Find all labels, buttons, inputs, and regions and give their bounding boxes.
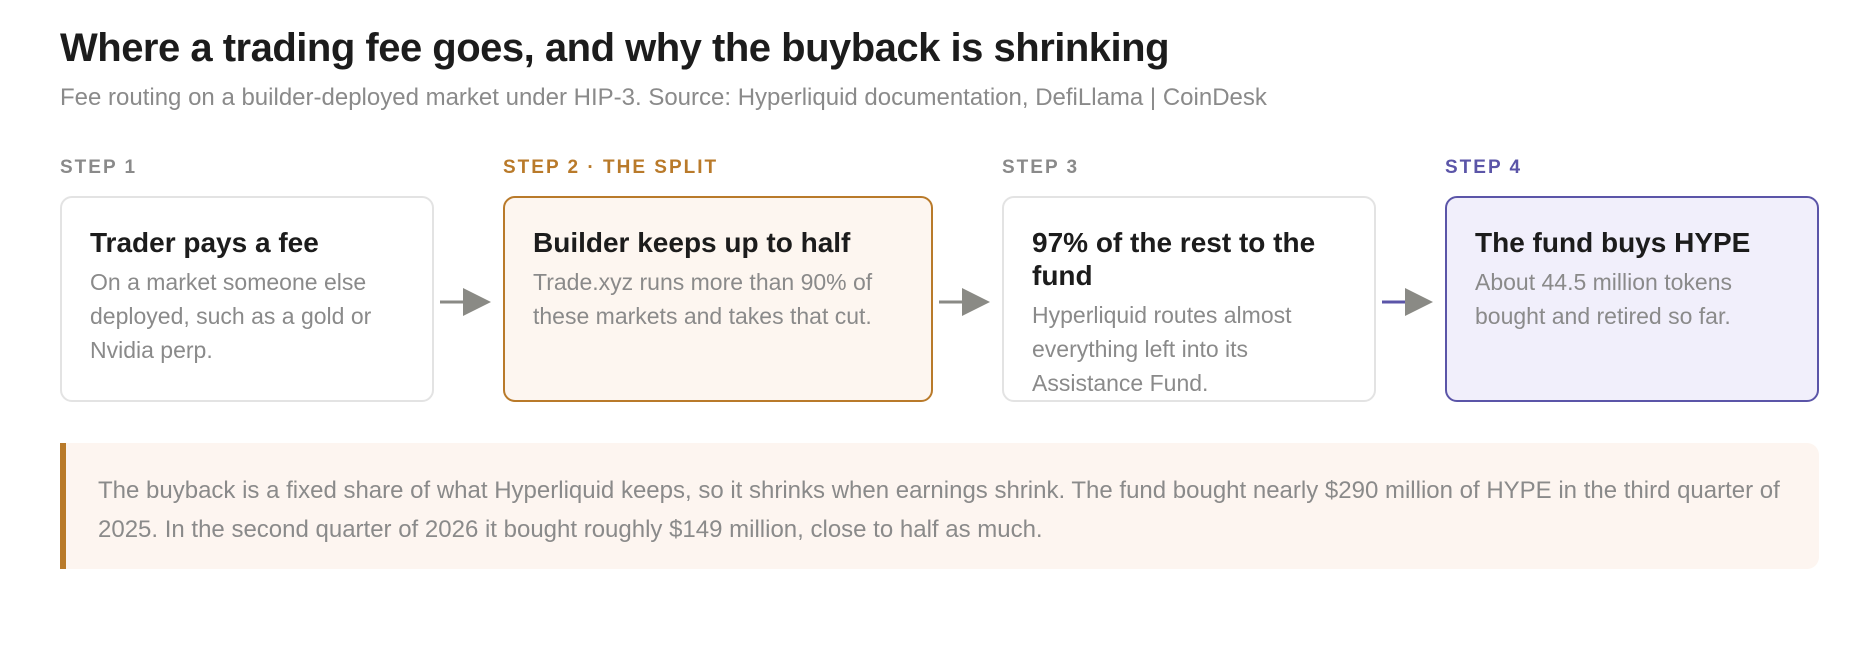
step-heading: Trader pays a fee <box>90 227 319 258</box>
arrow <box>440 288 491 316</box>
title: Where a trading fee goes, and why the bu… <box>60 26 1170 70</box>
subtitle: Fee routing on a builder-deployed market… <box>60 84 1267 111</box>
step-card: Trader pays a fee On a market someone el… <box>60 196 434 402</box>
arrow <box>1382 288 1433 316</box>
step-body: Hyperliquid routes almost everything lef… <box>1032 302 1292 396</box>
step-body: About 44.5 million tokens bought and ret… <box>1475 269 1732 329</box>
arrow <box>939 288 990 316</box>
step-heading: 97% of the rest to the fund <box>1032 227 1316 291</box>
step-label: STEP 1 <box>60 157 138 178</box>
step-heading: Builder keeps up to half <box>533 227 851 258</box>
step-body: On a market someone else deployed, such … <box>90 269 372 363</box>
step-card: 97% of the rest to the fund Hyperliquid … <box>1002 196 1376 402</box>
step-heading: The fund buys HYPE <box>1475 227 1751 258</box>
step-label: STEP 2 · THE SPLIT <box>503 157 719 178</box>
step-body: Trade.xyz runs more than 90% of these ma… <box>533 269 873 329</box>
step-card: The fund buys HYPE About 44.5 million to… <box>1445 196 1819 402</box>
step-label: STEP 4 <box>1445 157 1523 178</box>
note: The buyback is a fixed share of what Hyp… <box>60 443 1819 569</box>
step-card: Builder keeps up to half Trade.xyz runs … <box>503 196 933 402</box>
step-label: STEP 3 <box>1002 157 1080 178</box>
